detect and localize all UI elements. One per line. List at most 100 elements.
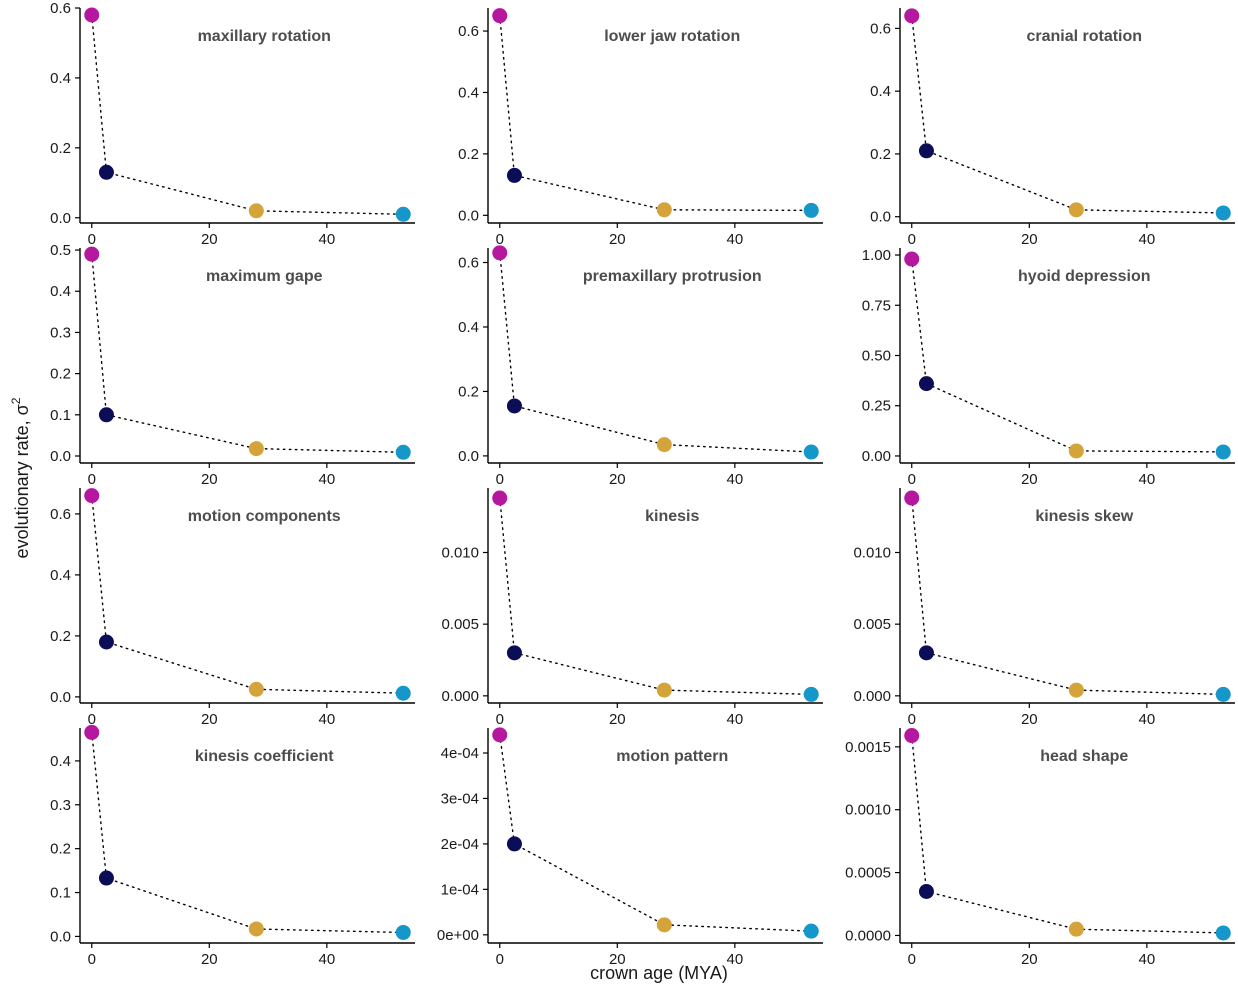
- x-tick-label: 20: [201, 951, 218, 968]
- x-tick-label: 0: [496, 231, 504, 248]
- panel-title: cranial rotation: [1026, 28, 1142, 45]
- data-point: [1068, 443, 1084, 459]
- y-tick-label: 0.6: [458, 255, 479, 272]
- y-tick-label: 0.6: [870, 20, 891, 37]
- panel-6: 0.00 0.25 0.50 0.75 1.00 0 20 40 hyoid depressio…: [862, 247, 1235, 488]
- data-point: [803, 444, 819, 460]
- panel-5: 0.0 0.2 0.4 0.6 0 20 40 premaxillary protrusion: [458, 245, 823, 488]
- data-point: [656, 202, 672, 218]
- panel-10: 0.0 0.1 0.2 0.3 0.4 0 20 40 kinesis coefficient: [50, 724, 415, 968]
- y-tick-label: 0.005: [441, 616, 479, 633]
- data-point: [84, 7, 100, 23]
- trend-line: [91, 14, 404, 216]
- y-tick-label: 0.2: [458, 146, 479, 163]
- data-point: [918, 883, 934, 899]
- trend-line: [91, 731, 404, 934]
- x-tick-label: 0: [908, 231, 916, 248]
- y-tick-label: 0.0: [458, 207, 479, 224]
- data-point: [1215, 925, 1231, 941]
- x-tick-label: 40: [726, 951, 743, 968]
- y-tick-label: 1e-04: [441, 881, 479, 898]
- y-tick-label: 0.3: [50, 797, 71, 814]
- data-point: [248, 441, 264, 457]
- data-point: [492, 8, 508, 24]
- panels-grid: 0.0 0.2 0.4 0.6 0 20 40 maxillary rotation 0.0 0.…: [50, 0, 1235, 968]
- y-tick-label: 0.5: [50, 242, 71, 259]
- y-tick-label: 0.0: [870, 209, 891, 226]
- y-tick-label: 0.6: [50, 506, 71, 523]
- x-tick-label: 0: [88, 711, 96, 728]
- panel-title: maximum gape: [206, 268, 323, 285]
- x-tick-label: 20: [609, 951, 626, 968]
- y-tick-label: 0.4: [50, 70, 71, 87]
- y-tick-label: 0.0010: [845, 802, 891, 819]
- data-point: [656, 437, 672, 453]
- y-tick-label: 0.0000: [845, 927, 891, 944]
- data-point: [395, 924, 411, 940]
- y-tick-label: 0.0: [50, 928, 71, 945]
- panel-title: kinesis coefficient: [195, 748, 334, 765]
- x-tick-label: 20: [201, 231, 218, 248]
- panel-2: 0.0 0.2 0.4 0.6 0 20 40 lower jaw rotation: [458, 8, 823, 248]
- x-tick-label: 40: [318, 951, 335, 968]
- data-point: [395, 206, 411, 222]
- y-tick-label: 0.010: [441, 545, 479, 562]
- data-point: [98, 870, 114, 886]
- y-tick-label: 0.005: [853, 616, 891, 633]
- data-point: [506, 398, 522, 414]
- data-point: [506, 836, 522, 852]
- data-point: [492, 490, 508, 506]
- y-tick-label: 0e+00: [437, 927, 479, 944]
- panel-title: maxillary rotation: [198, 28, 331, 45]
- x-tick-label: 0: [908, 711, 916, 728]
- data-point: [904, 728, 920, 744]
- y-tick-label: 0.4: [458, 84, 479, 101]
- trend-line: [91, 494, 404, 694]
- y-tick-label: 0.00: [862, 448, 891, 465]
- x-tick-label: 40: [1138, 711, 1155, 728]
- x-tick-label: 40: [726, 231, 743, 248]
- y-tick-label: 4e-04: [441, 745, 479, 762]
- y-tick-label: 0.2: [870, 146, 891, 163]
- data-point: [248, 921, 264, 937]
- x-tick-label: 0: [496, 471, 504, 488]
- panel-7: 0.0 0.2 0.4 0.6 0 20 40 motion components: [50, 488, 415, 728]
- data-point: [803, 202, 819, 218]
- data-point: [918, 143, 934, 159]
- data-point: [492, 727, 508, 743]
- y-tick-label: 0.0: [50, 210, 71, 227]
- y-axis-title-superscript: 2: [9, 397, 23, 404]
- y-tick-label: 0.0015: [845, 739, 891, 756]
- trend-line: [911, 258, 1224, 453]
- y-tick-label: 0.2: [50, 628, 71, 645]
- panel-title: premaxillary protrusion: [583, 268, 762, 285]
- x-tick-label: 0: [88, 231, 96, 248]
- y-tick-label: 0.4: [458, 319, 479, 336]
- y-tick-label: 0.4: [50, 567, 71, 584]
- x-tick-label: 40: [1138, 951, 1155, 968]
- y-tick-label: 0.2: [50, 841, 71, 858]
- data-point: [918, 376, 934, 392]
- panel-1: 0.0 0.2 0.4 0.6 0 20 40 maxillary rotation: [50, 0, 415, 248]
- y-tick-label: 0.3: [50, 324, 71, 341]
- x-tick-label: 40: [318, 231, 335, 248]
- data-point: [98, 634, 114, 650]
- y-tick-label: 0.75: [862, 297, 891, 314]
- panel-3: 0.0 0.2 0.4 0.6 0 20 40 cranial rotation: [870, 8, 1235, 248]
- y-tick-label: 0.2: [50, 140, 71, 157]
- x-tick-label: 40: [1138, 471, 1155, 488]
- panel-9: 0.000 0.005 0.010 0 20 40 kinesis skew: [853, 488, 1235, 728]
- data-point: [904, 251, 920, 267]
- data-point: [395, 444, 411, 460]
- y-axis-title: evolutionary rate, σ2: [9, 397, 32, 558]
- data-point: [803, 923, 819, 939]
- data-point: [84, 488, 100, 504]
- x-tick-label: 0: [88, 951, 96, 968]
- y-tick-label: 0.50: [862, 348, 891, 365]
- x-axis-title: crown age (MYA): [590, 963, 728, 983]
- y-tick-label: 0.4: [50, 283, 71, 300]
- data-point: [803, 686, 819, 702]
- panel-title: motion pattern: [616, 748, 728, 765]
- y-tick-label: 0.1: [50, 885, 71, 902]
